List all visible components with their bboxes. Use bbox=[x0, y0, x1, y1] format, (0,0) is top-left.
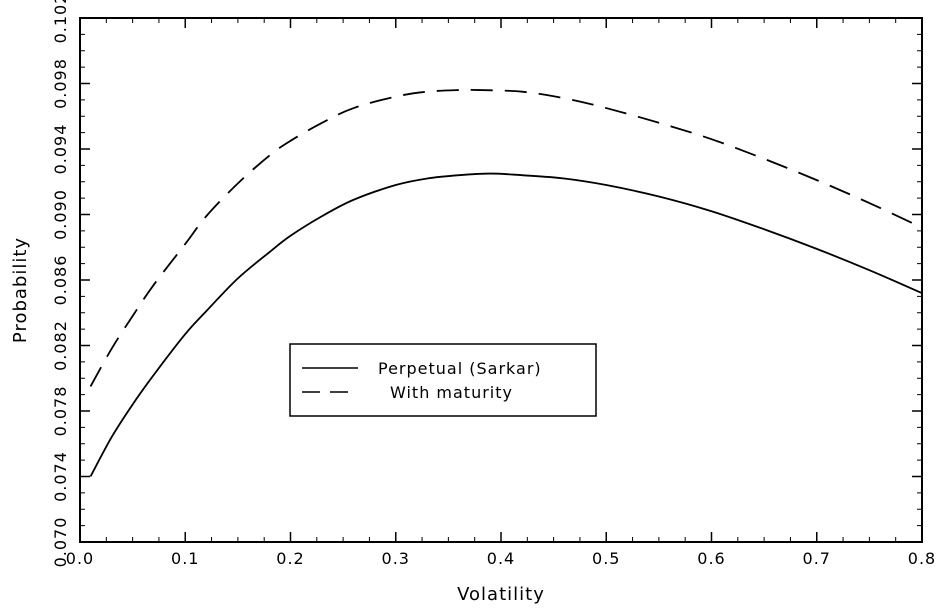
series-lines bbox=[89, 88, 923, 477]
y-tick-label: 0.090 bbox=[51, 189, 70, 240]
legend-label-series-1: Perpetual (Sarkar) bbox=[378, 359, 542, 378]
tick-labels: 0.0 0.1 0.2 0.3 0.4 0.5 0.6 0.7 0.8 0.070 0.074 0.0… bbox=[51, 0, 936, 568]
series-line-perpetual bbox=[89, 172, 923, 477]
y-axis-title: Probability bbox=[10, 237, 31, 343]
series-line-with-maturity bbox=[89, 88, 923, 387]
axis-ticks bbox=[79, 17, 923, 543]
y-tick-label: 0.082 bbox=[51, 320, 70, 371]
x-axis-title: Volatility bbox=[457, 584, 545, 605]
y-tick-label: 0.102 bbox=[51, 0, 70, 43]
legend-box bbox=[289, 343, 597, 417]
y-tick-label: 0.070 bbox=[51, 517, 70, 568]
legend-label-series-2: With maturity bbox=[390, 383, 513, 402]
x-tick-label: 0.6 bbox=[697, 549, 725, 568]
y-tick-label: 0.078 bbox=[51, 386, 70, 437]
x-tick-label: 0.0 bbox=[66, 549, 94, 568]
y-tick-label: 0.074 bbox=[51, 451, 70, 502]
x-tick-label: 0.4 bbox=[487, 549, 515, 568]
y-tick-label: 0.098 bbox=[51, 58, 70, 109]
x-tick-label: 0.2 bbox=[276, 549, 304, 568]
x-tick-label: 0.3 bbox=[382, 549, 410, 568]
x-tick-label: 0.5 bbox=[592, 549, 620, 568]
plot-frame bbox=[79, 17, 923, 543]
x-tick-label: 0.8 bbox=[908, 549, 936, 568]
legend: Perpetual (Sarkar) With maturity bbox=[289, 343, 597, 417]
x-tick-label: 0.1 bbox=[171, 549, 199, 568]
y-tick-label: 0.094 bbox=[51, 124, 70, 175]
x-tick-label: 0.7 bbox=[803, 549, 831, 568]
y-tick-label: 0.086 bbox=[51, 255, 70, 306]
